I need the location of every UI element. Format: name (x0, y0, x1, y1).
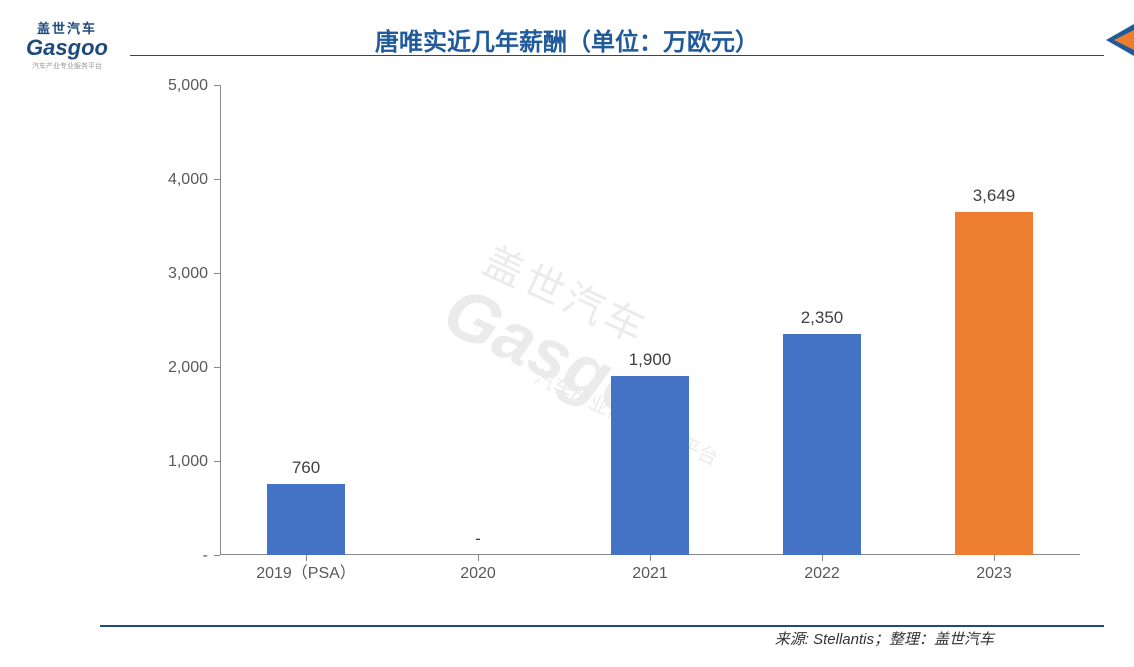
ytick-label: 4,000 (130, 171, 208, 189)
ytick-mark (214, 179, 220, 180)
page-root: 盖世汽车 Gasgoo 汽车产业专业服务平台 唐唯实近几年薪酬（单位：万欧元） … (0, 0, 1134, 667)
xtick-label: 2022 (736, 565, 908, 583)
bar-value-label: 1,900 (564, 350, 736, 370)
bar-chart: - 1,000 2,000 3,000 4,000 5,000 2019（PSA） 760 20… (130, 70, 1100, 610)
y-axis (220, 85, 221, 555)
ytick-mark (214, 85, 220, 86)
ytick-label: 2,000 (130, 359, 208, 377)
xtick-mark (478, 555, 479, 561)
bar-value-label: 2,350 (736, 308, 908, 328)
corner-arrow-icon (1094, 24, 1134, 56)
xtick-label: 2020 (392, 565, 564, 583)
bar (611, 376, 688, 555)
ytick-mark (214, 555, 220, 556)
xtick-mark (822, 555, 823, 561)
ytick-mark (214, 273, 220, 274)
title-underline (130, 55, 1104, 56)
bar-value-label: 3,649 (908, 186, 1080, 206)
bar (783, 334, 860, 555)
bar-value-label: 760 (220, 458, 392, 478)
logo-sub-text: 汽车产业专业服务平台 (12, 61, 122, 71)
ytick-label: - (130, 547, 208, 565)
footer-rule (100, 625, 1104, 627)
bar (267, 484, 344, 555)
xtick-label: 2023 (908, 565, 1080, 583)
bar-value-label: - (392, 529, 564, 549)
ytick-label: 5,000 (130, 77, 208, 95)
ytick-mark (214, 367, 220, 368)
xtick-label: 2019（PSA） (220, 559, 392, 583)
chart-title: 唐唯实近几年薪酬（单位：万欧元） (0, 22, 1134, 57)
bar (955, 212, 1032, 555)
xtick-label: 2021 (564, 565, 736, 583)
ytick-label: 1,000 (130, 453, 208, 471)
source-text: 来源: Stellantis；整理：盖世汽车 (775, 628, 994, 649)
xtick-mark (994, 555, 995, 561)
ytick-label: 3,000 (130, 265, 208, 283)
xtick-mark (650, 555, 651, 561)
